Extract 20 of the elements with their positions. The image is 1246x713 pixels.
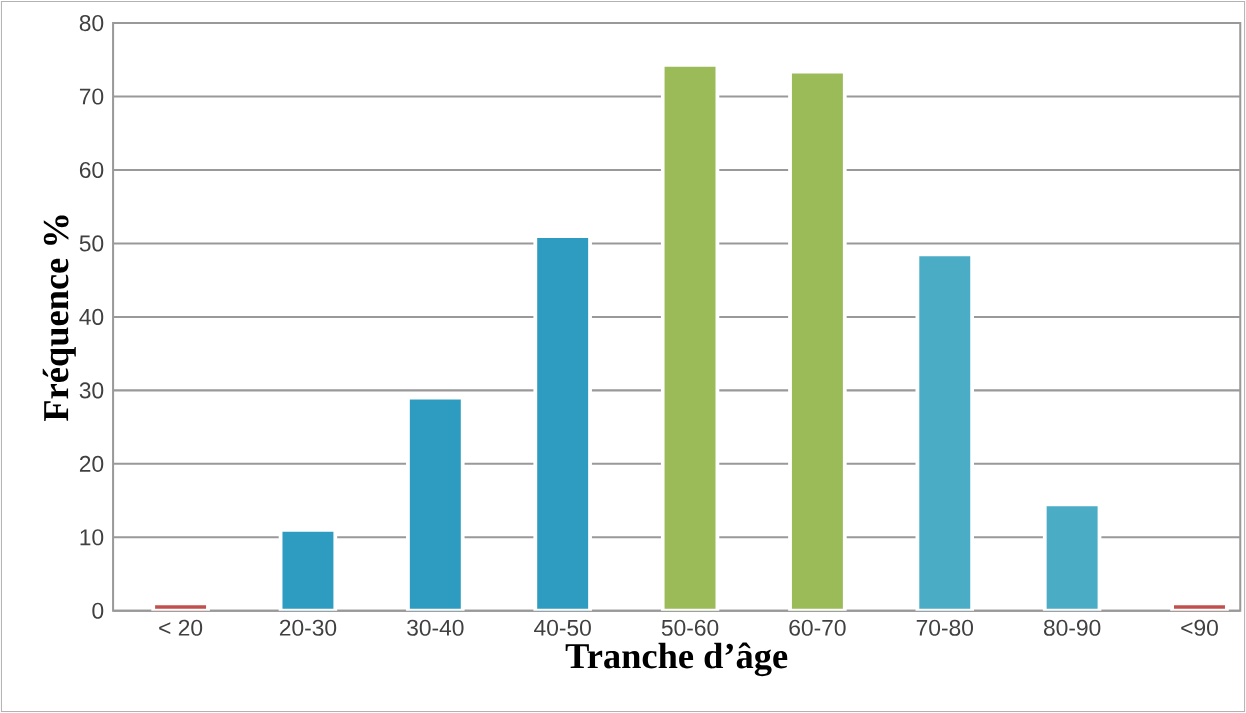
y-tick-label: 50 xyxy=(79,235,104,252)
y-tick-label: 30 xyxy=(79,382,104,399)
y-tick-label: 0 xyxy=(92,602,104,619)
y-tick-label: 70 xyxy=(79,88,104,105)
y-tick-label: 40 xyxy=(79,308,104,325)
x-tick-label: 30-40 xyxy=(407,619,464,636)
y-tick-label: 60 xyxy=(79,161,104,179)
x-tick-label: 50-60 xyxy=(661,619,719,636)
x-tick-label: 60-70 xyxy=(789,619,846,636)
x-tick-label: 40-50 xyxy=(534,619,591,636)
x-tick-label: < 20 xyxy=(159,619,203,636)
x-tick-label: <90 xyxy=(1181,619,1218,636)
x-tick-label: 70-80 xyxy=(916,619,974,636)
x-tick-label: 80-90 xyxy=(1043,619,1101,636)
x-tick-label: 20-30 xyxy=(279,619,337,636)
y-tick-label: 20 xyxy=(79,455,104,472)
y-tick-label: 10 xyxy=(80,529,104,546)
y-tick-label: 80 xyxy=(79,14,104,32)
x-axis-title: Tranche d’âge xyxy=(565,642,788,677)
y-axis-title: Fréquence % xyxy=(42,215,76,422)
